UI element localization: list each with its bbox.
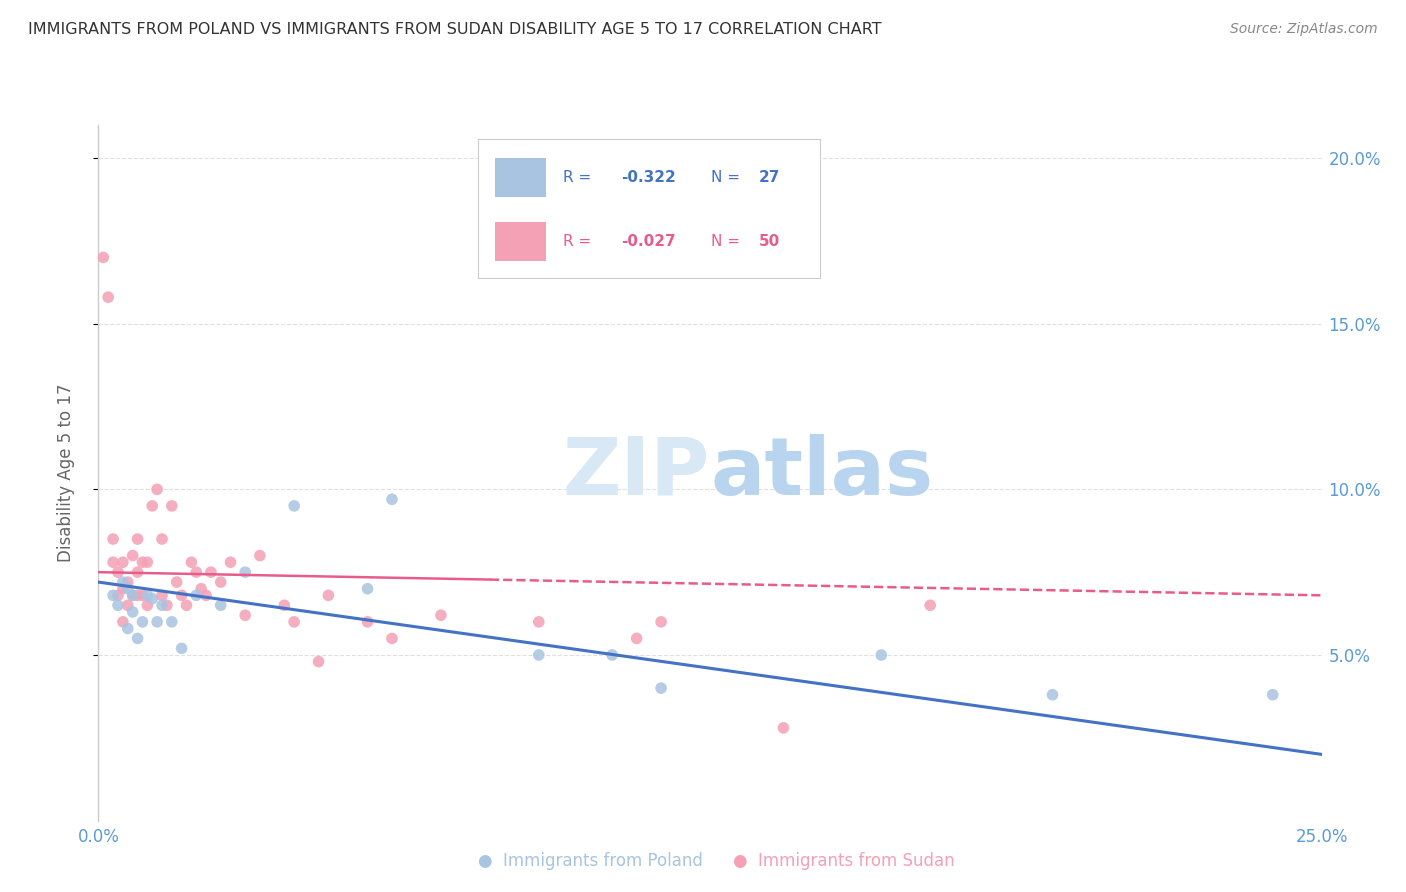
- Point: [233, 565, 256, 579]
- Point: [111, 575, 134, 590]
- Point: [920, 599, 942, 613]
- Text: ●  Immigrants from Sudan: ● Immigrants from Sudan: [733, 852, 955, 870]
- Point: [527, 648, 550, 662]
- Point: [233, 608, 256, 623]
- Text: ●  Immigrants from Poland: ● Immigrants from Poland: [478, 852, 703, 870]
- Point: [146, 483, 169, 497]
- Y-axis label: Disability Age 5 to 17: Disability Age 5 to 17: [56, 384, 75, 562]
- Point: [150, 599, 173, 613]
- Point: [170, 641, 193, 656]
- Point: [1042, 688, 1064, 702]
- Point: [117, 575, 139, 590]
- Point: [150, 588, 173, 602]
- Point: [127, 588, 149, 602]
- Point: [180, 555, 202, 569]
- Point: [249, 549, 271, 563]
- Point: [356, 582, 378, 596]
- Point: [200, 565, 222, 579]
- Point: [219, 555, 242, 569]
- Point: [626, 632, 648, 646]
- Point: [283, 499, 305, 513]
- Text: Source: ZipAtlas.com: Source: ZipAtlas.com: [1230, 22, 1378, 37]
- Point: [117, 622, 139, 636]
- Point: [166, 575, 188, 590]
- Point: [186, 588, 208, 602]
- Point: [195, 588, 218, 602]
- Point: [111, 555, 134, 569]
- Point: [186, 565, 208, 579]
- Point: [160, 499, 183, 513]
- Point: [141, 591, 163, 606]
- Text: IMMIGRANTS FROM POLAND VS IMMIGRANTS FROM SUDAN DISABILITY AGE 5 TO 17 CORRELATI: IMMIGRANTS FROM POLAND VS IMMIGRANTS FRO…: [28, 22, 882, 37]
- Point: [111, 582, 134, 596]
- Point: [1261, 688, 1284, 702]
- Point: [650, 615, 672, 629]
- Point: [308, 655, 330, 669]
- Point: [101, 532, 124, 546]
- Point: [131, 555, 153, 569]
- Point: [127, 632, 149, 646]
- Point: [190, 582, 212, 596]
- Point: [381, 492, 404, 507]
- Point: [101, 588, 124, 602]
- Point: [160, 615, 183, 629]
- Point: [772, 721, 794, 735]
- Point: [131, 615, 153, 629]
- Point: [136, 588, 159, 602]
- Point: [136, 555, 159, 569]
- Point: [381, 632, 404, 646]
- Point: [176, 599, 198, 613]
- Point: [127, 532, 149, 546]
- Point: [356, 615, 378, 629]
- Point: [209, 599, 232, 613]
- Point: [150, 532, 173, 546]
- Point: [170, 588, 193, 602]
- Point: [650, 681, 672, 695]
- Point: [209, 575, 232, 590]
- Point: [121, 588, 143, 602]
- Point: [430, 608, 453, 623]
- Point: [136, 599, 159, 613]
- Point: [600, 648, 623, 662]
- Point: [97, 290, 120, 304]
- Point: [141, 499, 163, 513]
- Point: [127, 565, 149, 579]
- Point: [91, 251, 114, 265]
- Point: [107, 565, 129, 579]
- Point: [156, 599, 179, 613]
- Point: [527, 615, 550, 629]
- Point: [870, 648, 893, 662]
- Point: [117, 582, 139, 596]
- Text: atlas: atlas: [710, 434, 934, 512]
- Point: [131, 588, 153, 602]
- Point: [146, 615, 169, 629]
- Point: [107, 599, 129, 613]
- Point: [273, 599, 295, 613]
- Point: [121, 549, 143, 563]
- Point: [318, 588, 340, 602]
- Point: [101, 555, 124, 569]
- Point: [121, 588, 143, 602]
- Point: [121, 605, 143, 619]
- Point: [111, 615, 134, 629]
- Point: [117, 599, 139, 613]
- Point: [283, 615, 305, 629]
- Point: [107, 588, 129, 602]
- Text: ZIP: ZIP: [562, 434, 710, 512]
